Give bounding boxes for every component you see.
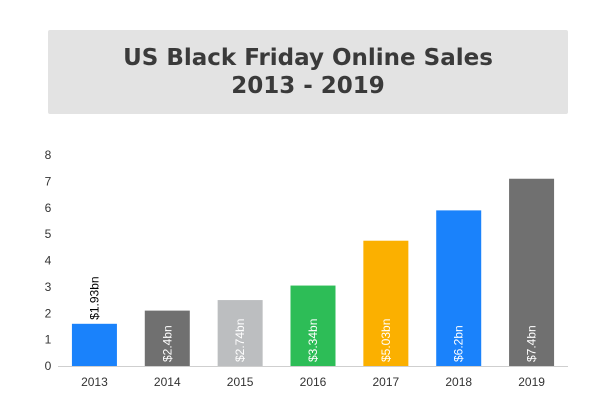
bar-2017 (363, 240, 409, 366)
bar-2014 (144, 310, 190, 366)
x-tick-label: 2017 (373, 375, 400, 389)
y-tick-label: 0 (45, 359, 52, 373)
bar-2013 (71, 323, 117, 366)
y-tick-label: 4 (45, 254, 52, 268)
chart-title-line-2: 2013 - 2019 (231, 73, 385, 99)
x-tick-label: 2018 (445, 375, 472, 389)
data-label-2014: $2.4bn (160, 325, 174, 362)
bar-2019 (509, 178, 555, 366)
data-label-2018: $6.2bn (452, 325, 466, 362)
y-tick-label: 2 (45, 306, 52, 320)
data-label-2019: $7.4bn (525, 325, 539, 362)
x-tick-label: 2015 (227, 375, 254, 389)
bar-2016 (290, 285, 336, 366)
data-label-2017: $5.03bn (379, 319, 393, 362)
y-tick-label: 6 (45, 201, 52, 215)
data-label-2016: $3.34bn (306, 319, 320, 362)
x-tick-label: 2013 (81, 375, 108, 389)
bar-2015 (217, 300, 263, 366)
y-tick-label: 7 (45, 174, 52, 188)
x-tick-label: 2016 (300, 375, 327, 389)
y-tick-label: 3 (45, 280, 52, 294)
y-tick-label: 8 (45, 148, 52, 162)
x-tick-label: 2014 (154, 375, 181, 389)
x-axis: 2013 2014 2015 2016 2017 2018 2019 (81, 375, 545, 389)
bars-group: $1.93bn $2.4bn $2.74bn $3.34bn $5.03bn $6.2bn… (71, 178, 555, 366)
y-tick-label: 1 (45, 333, 52, 347)
data-label-2015: $2.74bn (233, 319, 247, 362)
data-label-2013: $1.93bn (87, 276, 101, 319)
bar-2018 (436, 210, 482, 366)
chart-title-box: US Black Friday Online Sales 2013 - 2019 (48, 30, 568, 114)
y-axis: 0 1 2 3 4 5 6 7 8 (45, 148, 52, 373)
chart-title-line-1: US Black Friday Online Sales (123, 45, 493, 71)
y-tick-label: 5 (45, 227, 52, 241)
x-tick-label: 2019 (518, 375, 545, 389)
